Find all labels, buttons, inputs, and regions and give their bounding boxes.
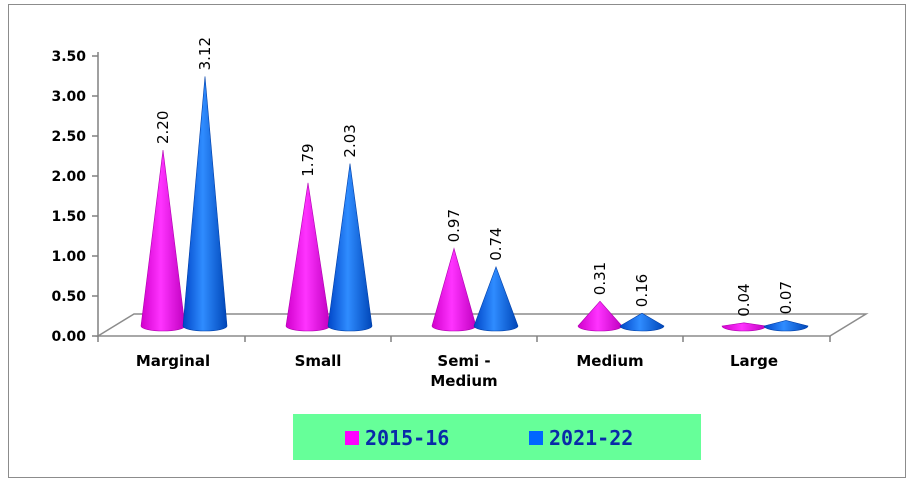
cone-bar [140,149,186,332]
y-tick-label: 3.00 [51,89,86,105]
x-category-label: Semi - [437,352,490,370]
cone-bar [763,320,809,332]
cone-bar [619,312,665,332]
x-category-label: Small [295,352,342,370]
data-label: 0.74 [487,227,505,260]
y-tick-label: 1.00 [51,249,86,265]
data-label: 0.97 [445,209,463,242]
data-label: 1.79 [299,143,317,176]
x-category-label: Medium [430,372,497,390]
data-label: 0.16 [633,274,651,307]
data-label: 2.03 [341,124,359,157]
y-tick-label: 0.50 [51,289,86,305]
cone-bar [285,182,331,332]
cone-bar [327,163,373,332]
legend-label-series-1: 2015-16 [365,426,450,450]
x-category-label: Large [730,352,778,370]
legend-item-series-1: 2015-16 [345,426,449,450]
y-tick-label: 0.00 [51,329,86,345]
data-label: 0.07 [777,281,795,314]
data-label: 0.31 [591,262,609,295]
legend-swatch-series-2 [529,431,543,445]
x-category-label: Marginal [136,352,210,370]
legend-label-series-2: 2021-22 [549,426,634,450]
data-label: 2.20 [154,111,172,144]
y-tick-label: 3.50 [51,49,86,65]
y-tick-label: 1.50 [51,209,86,225]
data-label: 3.12 [196,37,214,70]
data-label: 0.04 [735,283,753,316]
cone-bar [431,247,477,332]
legend: 2015-16 2021-22 [293,414,701,460]
x-category-label: Medium [576,352,643,370]
legend-swatch-series-1 [345,431,359,445]
cone-bar [473,265,519,332]
legend-item-series-2: 2021-22 [529,426,633,450]
cone-bar [182,76,228,332]
y-tick-label: 2.00 [51,169,86,185]
y-tick-label: 2.50 [51,129,86,145]
